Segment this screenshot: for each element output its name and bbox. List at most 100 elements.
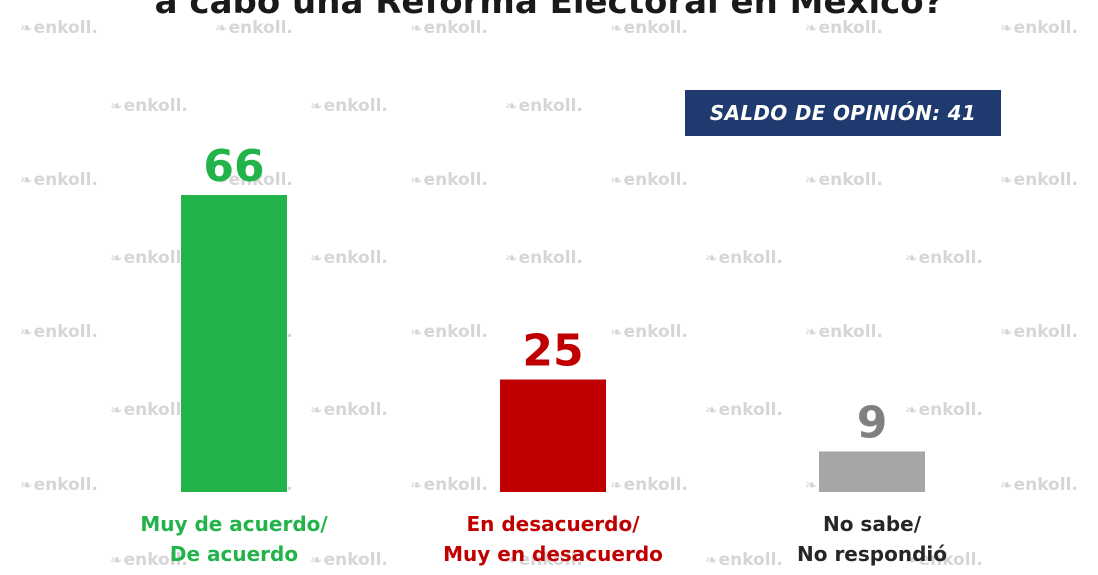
bar-2 <box>819 451 925 492</box>
watermark-leaf-icon: ❧ <box>310 249 323 267</box>
watermark-leaf-icon: ❧ <box>705 401 718 419</box>
watermark-text: enkoll. <box>623 322 688 342</box>
watermark-leaf-icon: ❧ <box>805 476 818 494</box>
chart-title: a cabo una Reforma Electoral en México? <box>154 0 944 22</box>
watermark-text: enkoll. <box>423 322 488 342</box>
watermark-leaf-icon: ❧ <box>20 476 33 494</box>
watermark-text: enkoll. <box>323 248 388 268</box>
watermark-logo: ❧enkoll. <box>215 18 293 38</box>
watermark-text: enkoll. <box>33 18 98 38</box>
watermark-leaf-icon: ❧ <box>610 476 623 494</box>
watermark-leaf-icon: ❧ <box>505 249 518 267</box>
watermark-logo: ❧enkoll. <box>610 322 688 342</box>
category-label-2-line-1: No respondió <box>797 542 947 566</box>
watermark-logo: ❧enkoll. <box>610 18 688 38</box>
watermark-text: enkoll. <box>423 170 488 190</box>
watermark-logo: ❧enkoll. <box>805 170 883 190</box>
category-label-1-line-1: Muy en desacuerdo <box>443 542 663 566</box>
watermark-leaf-icon: ❧ <box>1000 171 1013 189</box>
watermark-text: enkoll. <box>518 550 583 570</box>
watermark-leaf-icon: ❧ <box>505 97 518 115</box>
watermark-logo: ❧enkoll. <box>310 96 388 116</box>
watermark-text: enkoll. <box>818 322 883 342</box>
watermark-text: enkoll. <box>918 550 983 570</box>
watermark-logo: ❧enkoll. <box>310 248 388 268</box>
category-label-0-line-1: De acuerdo <box>170 542 298 566</box>
value-label-2: 9 <box>857 398 888 449</box>
watermark-logo: ❧enkoll. <box>1000 170 1078 190</box>
watermark-text: enkoll. <box>228 18 293 38</box>
watermark-text: enkoll. <box>918 400 983 420</box>
watermark-text: enkoll. <box>623 170 688 190</box>
watermark-logo: ❧enkoll. <box>310 550 388 570</box>
value-label-0: 66 <box>203 141 264 192</box>
watermark-text: enkoll. <box>123 550 188 570</box>
watermark-logo: ❧enkoll. <box>705 550 783 570</box>
bar-0 <box>181 195 287 492</box>
watermark-leaf-icon: ❧ <box>805 323 818 341</box>
watermark-text: enkoll. <box>323 400 388 420</box>
watermark-logo: ❧enkoll. <box>610 475 688 495</box>
watermark-logo: ❧enkoll. <box>905 550 983 570</box>
watermark-leaf-icon: ❧ <box>215 19 228 37</box>
watermark-leaf-icon: ❧ <box>310 401 323 419</box>
watermark-leaf-icon: ❧ <box>215 171 228 189</box>
watermark-text: enkoll. <box>33 475 98 495</box>
value-label-1: 25 <box>522 326 583 377</box>
watermark-text: enkoll. <box>123 400 188 420</box>
watermark-logo: ❧enkoll. <box>505 96 583 116</box>
watermark-text: enkoll. <box>323 96 388 116</box>
watermark-logo: ❧enkoll. <box>20 475 98 495</box>
watermark-logo: ❧enkoll. <box>1000 322 1078 342</box>
watermark-logo: ❧enkoll. <box>410 322 488 342</box>
watermark-text: enkoll. <box>423 475 488 495</box>
watermark-text: enkoll. <box>718 248 783 268</box>
watermark-text: enkoll. <box>1013 475 1078 495</box>
watermark-leaf-icon: ❧ <box>410 323 423 341</box>
watermark-leaf-icon: ❧ <box>110 97 123 115</box>
watermark-logo: ❧enkoll. <box>110 550 188 570</box>
watermark-logo: ❧enkoll. <box>20 18 98 38</box>
watermark-leaf-icon: ❧ <box>705 551 718 569</box>
watermark-text: enkoll. <box>718 400 783 420</box>
watermark-leaf-icon: ❧ <box>505 551 518 569</box>
saldo-badge: SALDO DE OPINIÓN: 41 <box>685 90 1001 136</box>
category-label-2-line-0: No sabe/ <box>823 512 922 536</box>
watermark-text: enkoll. <box>423 18 488 38</box>
watermark-leaf-icon: ❧ <box>1000 323 1013 341</box>
watermark-logo: ❧enkoll. <box>110 248 188 268</box>
watermark-text: enkoll. <box>818 18 883 38</box>
watermark-text: enkoll. <box>1013 18 1078 38</box>
watermark-leaf-icon: ❧ <box>110 551 123 569</box>
watermark-text: enkoll. <box>518 96 583 116</box>
watermark-logo: ❧enkoll. <box>410 475 488 495</box>
watermark-logo: ❧enkoll. <box>1000 475 1078 495</box>
watermark-logo: ❧enkoll. <box>705 248 783 268</box>
watermark-leaf-icon: ❧ <box>410 171 423 189</box>
watermark-leaf-icon: ❧ <box>20 171 33 189</box>
watermark-logo: ❧enkoll. <box>610 170 688 190</box>
watermark-leaf-icon: ❧ <box>110 401 123 419</box>
watermark-logo: ❧enkoll. <box>20 322 98 342</box>
watermark-leaf-icon: ❧ <box>310 97 323 115</box>
watermark-leaf-icon: ❧ <box>905 401 918 419</box>
watermark-text: enkoll. <box>918 248 983 268</box>
watermark-logo: ❧enkoll. <box>20 170 98 190</box>
watermark-leaf-icon: ❧ <box>610 19 623 37</box>
bar-1 <box>500 379 606 492</box>
watermark-text: enkoll. <box>123 96 188 116</box>
watermark-leaf-icon: ❧ <box>1000 19 1013 37</box>
watermark-text: enkoll. <box>323 550 388 570</box>
watermark-text: enkoll. <box>1013 170 1078 190</box>
watermark-text: enkoll. <box>228 170 293 190</box>
category-label-1-line-0: En desacuerdo/ <box>466 512 640 536</box>
watermark-text: enkoll. <box>818 170 883 190</box>
watermark-leaf-icon: ❧ <box>610 171 623 189</box>
watermark-leaf-icon: ❧ <box>410 476 423 494</box>
watermark-logo: ❧enkoll. <box>1000 18 1078 38</box>
watermark-logo: ❧enkoll. <box>905 248 983 268</box>
watermark-logo: ❧enkoll. <box>505 248 583 268</box>
watermark-leaf-icon: ❧ <box>410 19 423 37</box>
watermark-leaf-icon: ❧ <box>20 19 33 37</box>
